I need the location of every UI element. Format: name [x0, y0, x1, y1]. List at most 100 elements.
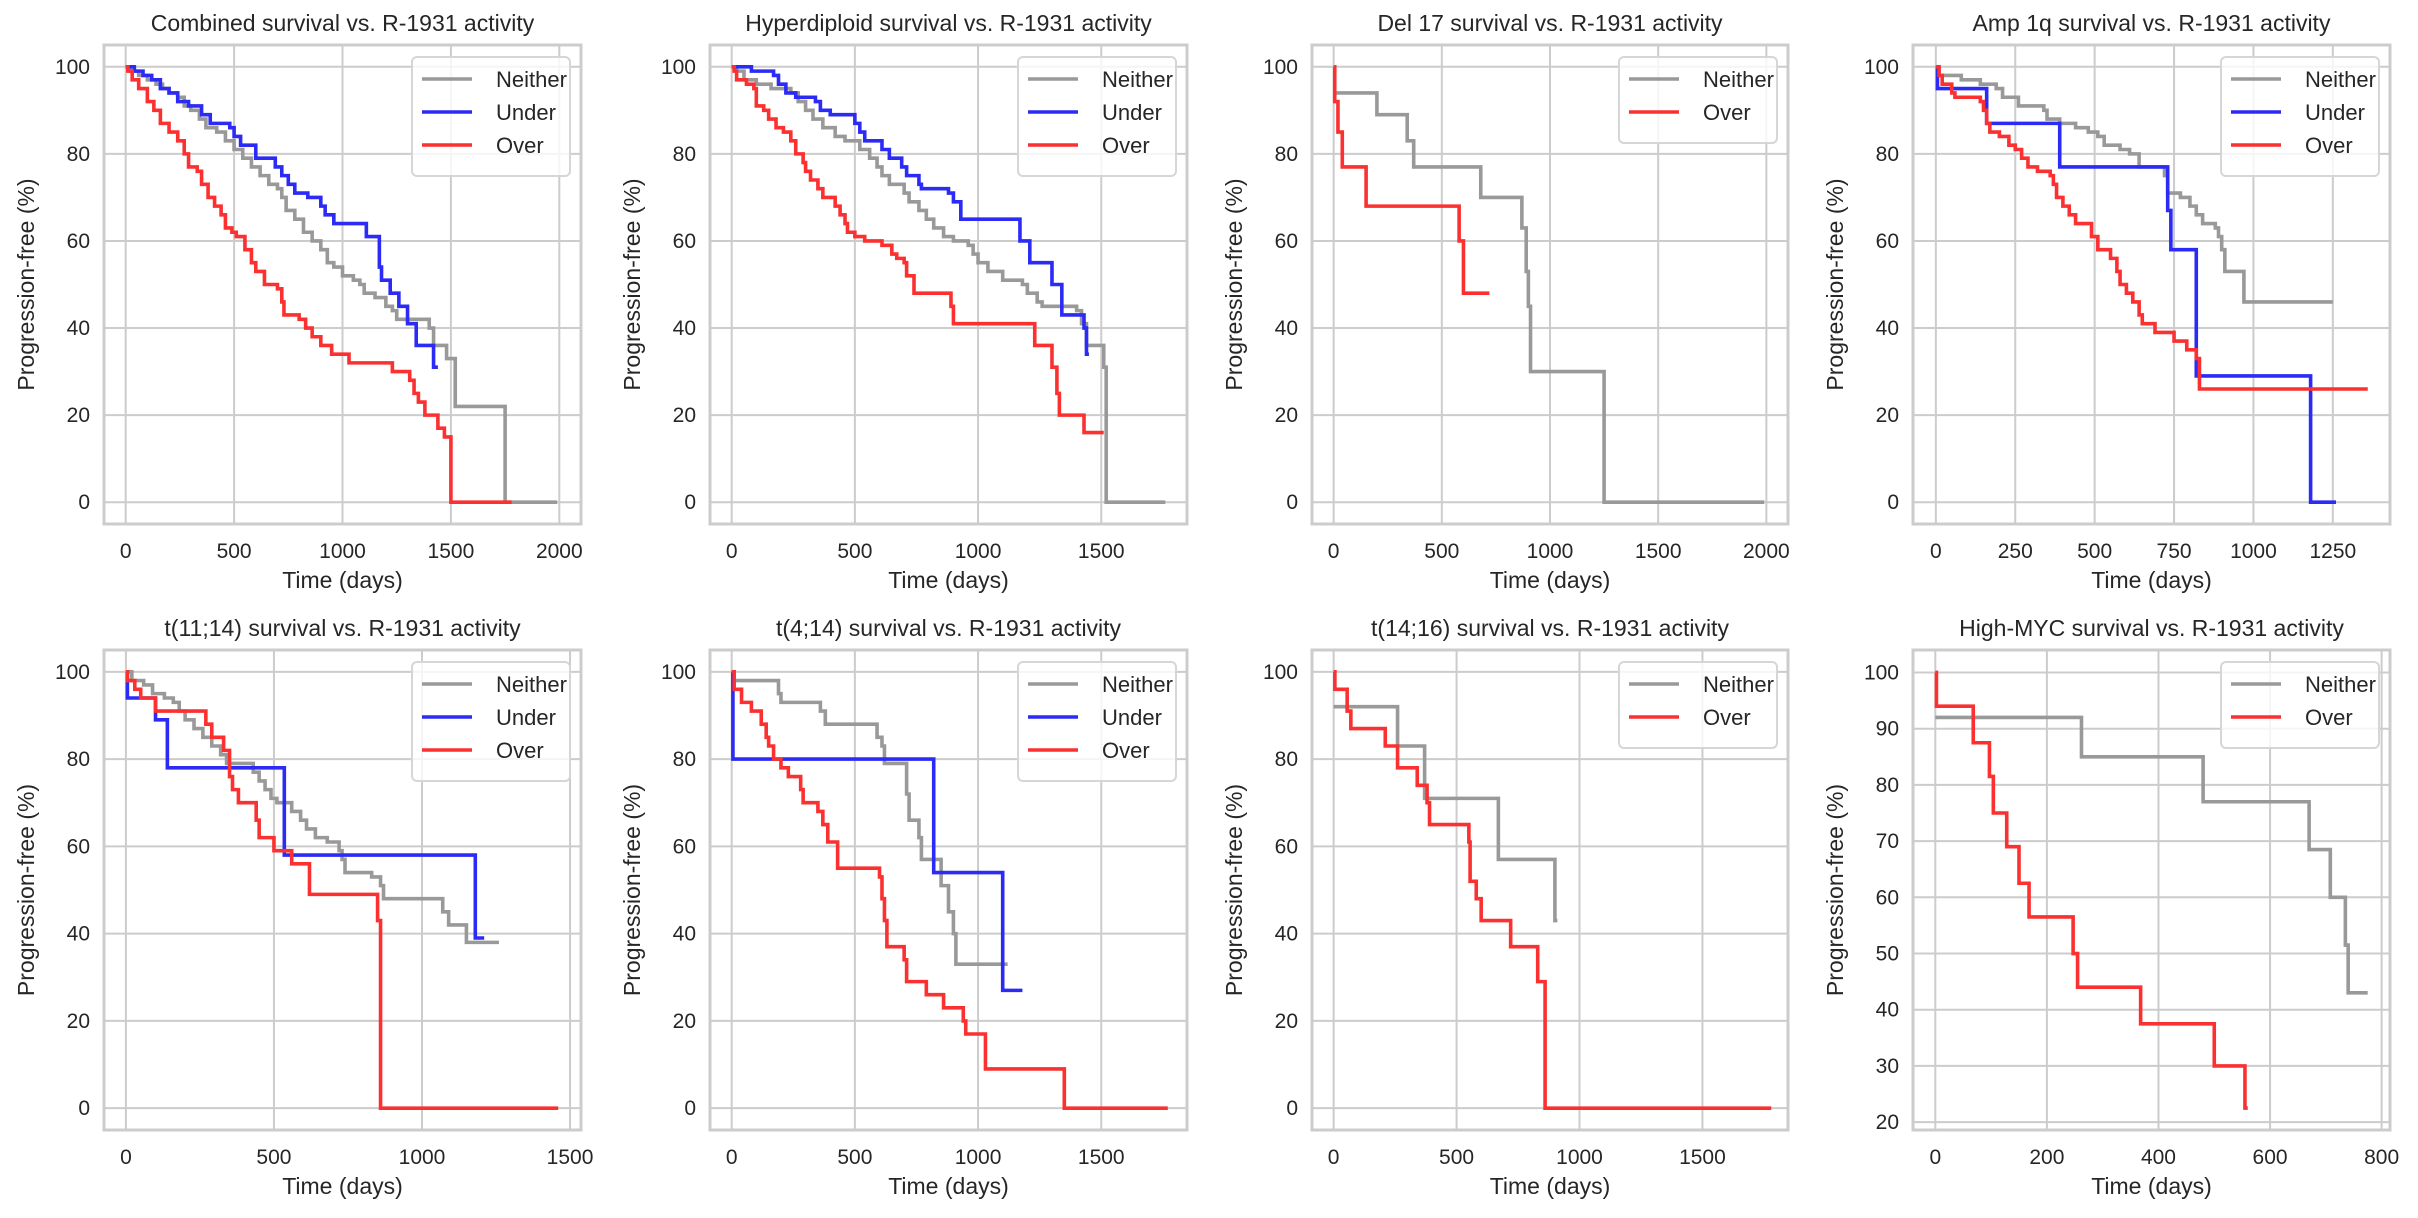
x-tick-label: 400: [2141, 1146, 2176, 1169]
y-tick-label: 80: [673, 748, 696, 771]
x-axis-label: Time (days): [2091, 567, 2212, 593]
chart-title: t(14;16) survival vs. R-1931 activity: [1371, 615, 1729, 641]
y-tick-label: 80: [67, 143, 90, 166]
y-tick-label: 80: [1876, 143, 1899, 166]
x-tick-label: 0: [120, 540, 132, 563]
series-line-over: [125, 670, 559, 1110]
x-tick-label: 1000: [319, 540, 366, 563]
series-line-under: [125, 64, 438, 370]
x-tick-label: 1000: [1556, 1146, 1603, 1169]
legend-label-neither: Neither: [496, 672, 567, 697]
legend-label-over: Over: [1703, 705, 1751, 730]
legend-label-over: Over: [496, 738, 544, 763]
series-line-neither: [125, 670, 499, 945]
y-tick-label: 100: [55, 56, 90, 79]
y-tick-label: 20: [1275, 404, 1298, 427]
y-tick-label: 90: [1876, 718, 1899, 741]
x-tick-label: 0: [1930, 540, 1942, 563]
y-tick-label: 80: [1275, 748, 1298, 771]
chart-title: Combined survival vs. R-1931 activity: [151, 10, 535, 36]
x-axis-label: Time (days): [282, 1173, 403, 1199]
x-tick-label: 1000: [399, 1146, 446, 1169]
x-tick-label: 1250: [2309, 540, 2356, 563]
x-tick-label: 0: [726, 540, 738, 563]
legend-label-neither: Neither: [1703, 672, 1774, 697]
series-line-over: [125, 64, 512, 505]
x-tick-label: 0: [1328, 540, 1340, 563]
legend-label-over: Over: [1102, 738, 1150, 763]
series-line-neither: [1333, 91, 1765, 505]
y-tick-label: 100: [1864, 661, 1899, 684]
chart-title: Del 17 survival vs. R-1931 activity: [1377, 10, 1723, 36]
legend-label-neither: Neither: [1102, 67, 1173, 92]
axes-frame: [1310, 648, 1790, 1132]
y-tick-label: 0: [684, 491, 696, 514]
y-axis-label: Progression-free (%): [619, 178, 645, 390]
y-tick-label: 100: [1263, 56, 1298, 79]
x-tick-label: 0: [726, 1146, 738, 1169]
x-tick-label: 1500: [1078, 540, 1125, 563]
chart-panel-6: 0 500 1000 1500 0 20 40 60 80 100 t(4;14) survival…: [619, 615, 1189, 1199]
x-axis-label: Time (days): [888, 567, 1009, 593]
y-tick-label: 80: [1275, 143, 1298, 166]
y-tick-label: 60: [1275, 835, 1298, 858]
axes-frame: [1911, 43, 2392, 526]
y-tick-label: 60: [673, 230, 696, 253]
y-tick-label: 50: [1876, 943, 1899, 966]
axes-frame: [102, 43, 583, 526]
x-tick-label: 1500: [547, 1146, 594, 1169]
x-tick-label: 2000: [536, 540, 583, 563]
y-axis-label: Progression-free (%): [619, 784, 645, 996]
legend-label-over: Over: [2305, 705, 2353, 730]
chart-panel-1: 0 500 1000 1500 2000 0 20 40 60 80 100 Combined sur…: [13, 10, 583, 593]
series-line-neither: [1333, 704, 1558, 923]
series-line-over: [731, 670, 1168, 1110]
x-tick-label: 200: [2029, 1146, 2064, 1169]
legend-label-over: Over: [2305, 133, 2353, 158]
y-tick-label: 20: [67, 404, 90, 427]
series-line-under: [125, 670, 485, 940]
y-tick-label: 100: [1263, 661, 1298, 684]
y-tick-label: 0: [1286, 1097, 1298, 1120]
series-line-neither: [731, 64, 1166, 505]
legend-label-over: Over: [496, 133, 544, 158]
chart-panel-8: 0 200 400 600 800 20 30 40 50 60 70 80 90 100 High-MYC…: [1822, 615, 2399, 1199]
y-tick-label: 60: [673, 835, 696, 858]
chart-panel-4: 0 250 500 750 1000 1250 0 20 40 60 80 100 Amp 1q sur…: [1822, 10, 2392, 593]
axes-frame: [1911, 648, 2392, 1132]
x-tick-label: 0: [120, 1146, 132, 1169]
x-tick-label: 750: [2157, 540, 2192, 563]
y-tick-label: 100: [55, 661, 90, 684]
series-line-over: [1332, 64, 1490, 296]
x-tick-label: 2000: [1743, 540, 1790, 563]
x-tick-label: 0: [1328, 1146, 1340, 1169]
chart-panel-7: 0 500 1000 1500 0 20 40 60 80 100 t(14;16) surviva…: [1221, 615, 1790, 1199]
y-tick-label: 20: [1876, 404, 1899, 427]
legend-label-neither: Neither: [1703, 67, 1774, 92]
x-tick-label: 500: [1424, 540, 1459, 563]
y-tick-label: 100: [661, 56, 696, 79]
x-tick-label: 1500: [1078, 1146, 1125, 1169]
legend: Neither Over: [1618, 661, 1778, 749]
y-tick-label: 60: [1876, 230, 1899, 253]
x-axis-label: Time (days): [1490, 1173, 1611, 1199]
series-line-over: [731, 64, 1104, 435]
x-tick-label: 1000: [955, 1146, 1002, 1169]
x-tick-label: 500: [837, 540, 872, 563]
legend-label-neither: Neither: [2305, 672, 2376, 697]
axes-frame: [102, 648, 583, 1132]
x-tick-label: 600: [2253, 1146, 2288, 1169]
legend-label-under: Under: [496, 705, 556, 730]
legend-label-neither: Neither: [496, 67, 567, 92]
y-tick-label: 30: [1876, 1055, 1899, 1078]
legend: Neither Under Over: [411, 661, 571, 782]
x-tick-label: 1500: [1635, 540, 1682, 563]
x-tick-label: 500: [2077, 540, 2112, 563]
y-tick-label: 40: [67, 317, 90, 340]
y-tick-label: 40: [1275, 923, 1298, 946]
legend-label-under: Under: [1102, 100, 1162, 125]
legend: Neither Over: [1618, 56, 1778, 144]
y-tick-label: 40: [673, 923, 696, 946]
legend: Neither Under Over: [2220, 56, 2380, 177]
